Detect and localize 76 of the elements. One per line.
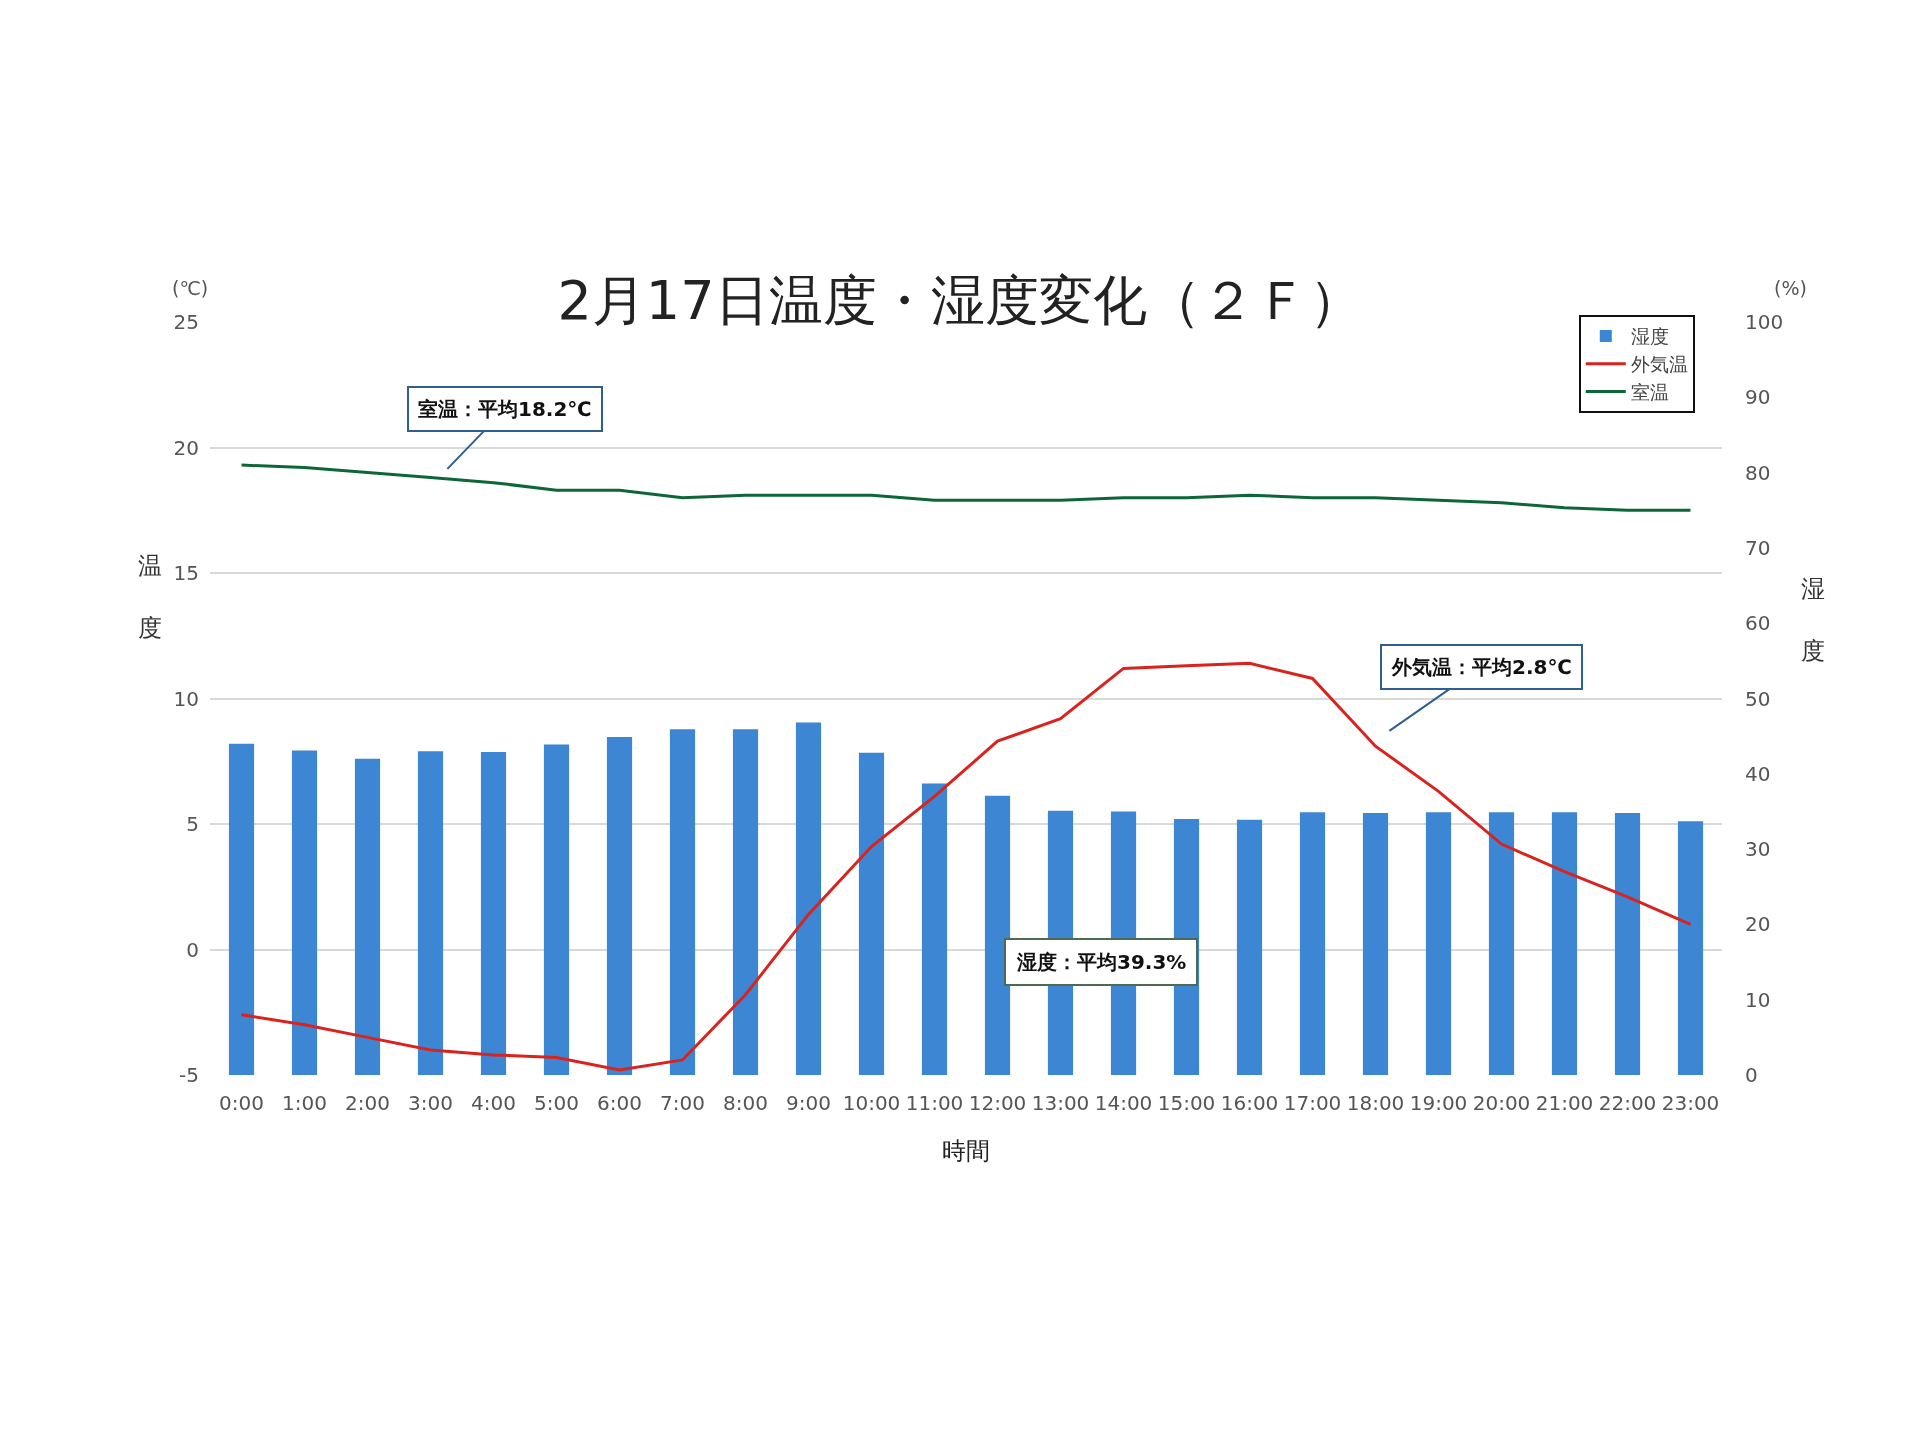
y-tick-label: 5: [186, 812, 199, 836]
bar: [417, 751, 444, 1075]
bar: [795, 722, 822, 1075]
y2-tick-label: 10: [1745, 987, 1771, 1012]
x-tick-label: 23:00: [1661, 1091, 1720, 1115]
bar: [228, 743, 255, 1075]
x-tick-label: 20:00: [1472, 1091, 1531, 1115]
bar: [1551, 812, 1578, 1075]
x-tick-label: 14:00: [1094, 1091, 1153, 1115]
x-tick-label: 17:00: [1283, 1091, 1342, 1115]
x-tick-label: 12:00: [968, 1091, 1027, 1115]
x-tick-label: 6:00: [597, 1091, 642, 1115]
x-tick-label: 19:00: [1409, 1091, 1468, 1115]
y2-tick-label: 70: [1745, 535, 1771, 560]
legend-label: 湿度: [1630, 325, 1669, 348]
bar: [1614, 812, 1641, 1075]
bar: [480, 751, 507, 1075]
bar: [1425, 812, 1452, 1075]
y2-tick-label: 100: [1745, 310, 1784, 334]
x-tick-label: 1:00: [282, 1091, 327, 1115]
bar: [732, 729, 759, 1075]
bar: [543, 744, 570, 1075]
text: (℃): [172, 277, 209, 299]
y2-tick-label: 40: [1745, 761, 1771, 786]
y-tick-label: 20: [173, 435, 199, 460]
y2-tick-label: 50: [1745, 686, 1771, 711]
x-tick-label: 21:00: [1535, 1091, 1594, 1115]
x-tick-label: 7:00: [660, 1091, 705, 1115]
y2-tick-label: 30: [1745, 837, 1771, 862]
line-series: [240, 463, 1692, 512]
annotation: 室温：平均18.2℃: [418, 397, 592, 421]
y-tick-label: 10: [173, 686, 199, 711]
y-tick-label: 15: [173, 561, 199, 585]
x-tick-label: 5:00: [534, 1091, 579, 1115]
x-tick-label: 9:00: [786, 1091, 831, 1115]
text: (%): [1774, 277, 1807, 299]
y2-tick-label: 60: [1745, 611, 1771, 636]
y2-tick-label: 90: [1745, 385, 1771, 410]
annotation: 湿度：平均39.3%: [1016, 950, 1187, 974]
text: 温度: [138, 552, 162, 643]
y2-tick-label: 0: [1745, 1063, 1758, 1087]
bar: [984, 795, 1011, 1075]
legend-label: 室温: [1630, 380, 1669, 403]
text: 湿度: [1801, 575, 1825, 666]
bar: [1362, 812, 1389, 1075]
y-tick-label: -5: [179, 1063, 199, 1087]
x-tick-label: 8:00: [723, 1091, 768, 1115]
y2-tick-label: 20: [1745, 912, 1771, 937]
x-tick-label: 22:00: [1598, 1091, 1657, 1115]
y2-tick-label: 80: [1745, 460, 1771, 485]
x-tick-label: 4:00: [471, 1091, 516, 1115]
y-tick-label: 25: [173, 310, 199, 334]
bar: [1236, 819, 1263, 1075]
bar: [1488, 812, 1515, 1075]
bar: [354, 758, 381, 1075]
x-tick-label: 3:00: [408, 1091, 453, 1115]
y-tick-label: 0: [186, 937, 199, 962]
x-tick-label: 16:00: [1220, 1091, 1279, 1115]
annotation: 外気温：平均2.8℃: [1391, 655, 1572, 679]
bar: [669, 729, 696, 1075]
x-tick-label: 18:00: [1346, 1091, 1405, 1115]
x-axis-title: 時間: [942, 1137, 990, 1166]
x-tick-label: 2:00: [345, 1091, 390, 1115]
bar: [921, 783, 948, 1075]
legend-label: 外気温: [1630, 353, 1688, 376]
bar: [291, 750, 318, 1075]
bar: [606, 736, 633, 1075]
x-tick-label: 0:00: [219, 1091, 264, 1115]
x-tick-label: 15:00: [1157, 1091, 1216, 1115]
x-tick-label: 10:00: [842, 1091, 901, 1115]
chart-title: 2月17日温度・湿度変化（２Ｆ）: [557, 268, 1363, 332]
x-tick-label: 13:00: [1031, 1091, 1090, 1115]
bar: [1677, 821, 1704, 1075]
bar: [1299, 812, 1326, 1075]
bar: [858, 752, 885, 1075]
x-tick-label: 11:00: [905, 1091, 964, 1115]
